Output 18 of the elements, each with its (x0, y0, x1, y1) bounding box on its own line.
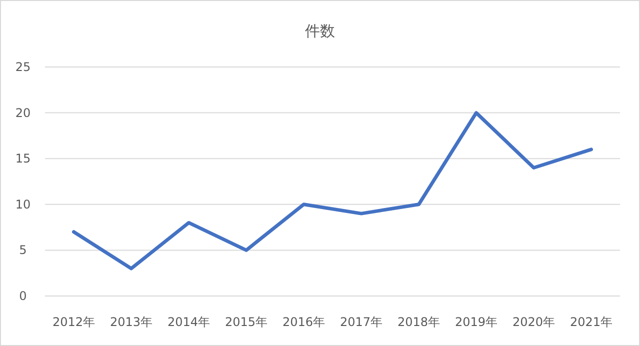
y-tick-label: 5 (19, 243, 27, 258)
y-tick-label: 10 (15, 197, 31, 212)
x-tick-label: 2019年 (454, 315, 498, 329)
y-tick-label: 15 (15, 152, 31, 166)
y-tick-label: 25 (15, 60, 31, 74)
y-tick-label: 20 (15, 106, 31, 120)
x-tick-label: 2016年 (282, 315, 326, 329)
chart-title: 件数 (305, 22, 335, 40)
x-tick-label: 2018年 (397, 315, 440, 329)
x-tick-label: 2020年 (512, 315, 556, 329)
x-tick-label: 2021年 (570, 315, 613, 329)
x-tick-label: 2014年 (167, 315, 210, 329)
y-tick-label: 0 (19, 289, 27, 303)
x-tick-label: 2012年 (52, 315, 96, 329)
x-tick-label: 2013年 (110, 315, 153, 329)
x-tick-label: 2015年 (224, 315, 268, 329)
line-series (72, 111, 593, 270)
x-tick-label: 2017年 (340, 315, 383, 329)
